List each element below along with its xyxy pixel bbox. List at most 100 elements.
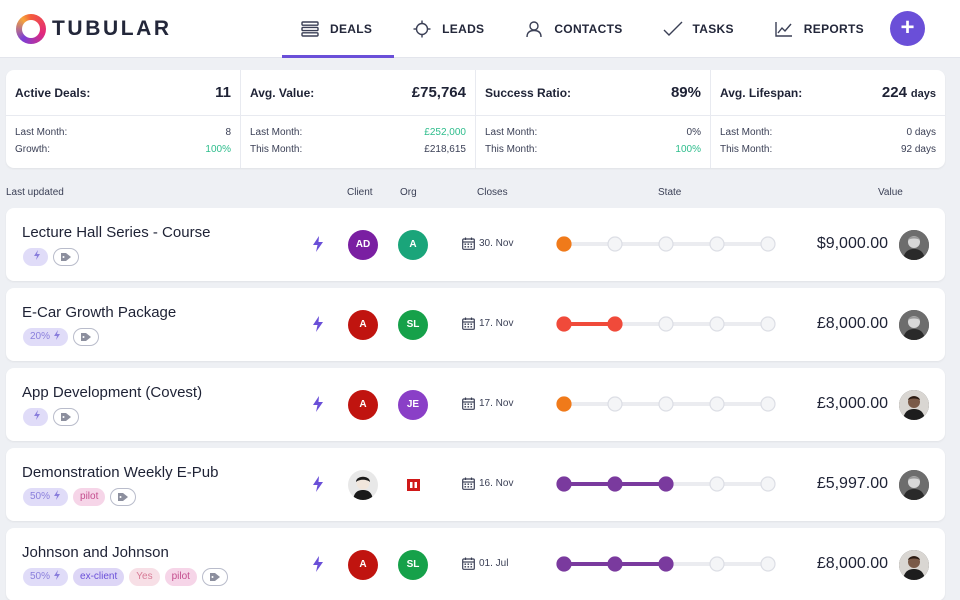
add-tag-icon[interactable]	[53, 408, 79, 426]
owner-avatar[interactable]	[899, 550, 929, 580]
state-step-pending[interactable]	[760, 476, 776, 492]
stat-label: Avg. Value:	[250, 85, 315, 100]
col-client[interactable]: Client	[347, 187, 373, 198]
tag-text: 20%	[30, 331, 51, 342]
state-step-pending[interactable]	[709, 396, 725, 412]
state-step-done[interactable]	[556, 476, 572, 492]
add-deal-button[interactable]: +	[890, 11, 925, 46]
tag-prob[interactable]	[23, 408, 48, 426]
state-step-done[interactable]	[607, 476, 623, 492]
client-avatar[interactable]	[348, 470, 378, 500]
tag-yes[interactable]: Yes	[129, 568, 160, 586]
deal-row[interactable]: App Development (Covest) A JE 17. Nov £3,000…	[6, 368, 945, 441]
activity-bolt-icon[interactable]	[312, 236, 324, 252]
org-avatar[interactable]: SL	[398, 310, 428, 340]
tag-pilot[interactable]: pilot	[73, 488, 106, 506]
nav-deals[interactable]: DEALS	[282, 0, 395, 58]
client-avatar[interactable]: A	[348, 550, 378, 580]
deal-title[interactable]: Johnson and Johnson	[22, 544, 169, 561]
state-step-pending[interactable]	[760, 556, 776, 572]
calendar-icon	[462, 237, 475, 250]
tag-pilot[interactable]: pilot	[164, 568, 197, 586]
owner-avatar[interactable]	[899, 470, 929, 500]
add-tag-icon[interactable]	[110, 488, 137, 506]
state-step-done[interactable]	[658, 476, 674, 492]
owner-avatar[interactable]	[899, 230, 929, 260]
state-step-done[interactable]	[556, 236, 572, 252]
state-step-done[interactable]	[607, 316, 623, 332]
state-step-pending[interactable]	[760, 236, 776, 252]
state-step-done[interactable]	[556, 316, 572, 332]
col-state[interactable]: State	[658, 187, 682, 198]
deal-row[interactable]: Johnson and Johnson 50% ex-client Yes pilot A…	[6, 528, 945, 600]
nav-leads[interactable]: LEADS	[394, 0, 506, 58]
state-step-pending[interactable]	[658, 236, 674, 252]
activity-bolt-icon[interactable]	[312, 396, 324, 412]
tag-prob[interactable]: 50%	[23, 568, 69, 586]
state-step-done[interactable]	[607, 556, 623, 572]
state-step-pending[interactable]	[760, 316, 776, 332]
state-step-pending[interactable]	[658, 316, 674, 332]
state-step-pending[interactable]	[709, 316, 725, 332]
client-avatar[interactable]: A	[348, 310, 378, 340]
col-value[interactable]: Value	[878, 187, 903, 198]
deal-title[interactable]: E-Car Growth Package	[22, 304, 177, 321]
activity-bolt-icon[interactable]	[312, 476, 324, 492]
client-avatar[interactable]: AD	[348, 230, 378, 260]
org-avatar[interactable]: JE	[398, 390, 428, 420]
state-step-done[interactable]	[556, 396, 572, 412]
stat-detail-value: 100%	[675, 144, 701, 155]
org-avatar[interactable]: A	[398, 230, 428, 260]
calendar-icon	[462, 317, 475, 330]
state-step-pending[interactable]	[607, 236, 623, 252]
nav-reports[interactable]: REPORTS	[756, 0, 886, 58]
nav-contacts-label: CONTACTS	[554, 22, 623, 36]
owner-avatar[interactable]	[899, 310, 929, 340]
stat-details: Last Month: £252,000 This Month: £218,615	[241, 116, 475, 158]
state-step-done[interactable]	[556, 556, 572, 572]
activity-bolt-icon[interactable]	[312, 556, 324, 572]
add-tag-icon[interactable]	[201, 568, 228, 586]
col-closes[interactable]: Closes	[477, 187, 508, 198]
client-avatar[interactable]: A	[348, 390, 378, 420]
nav-tasks[interactable]: TASKS	[645, 0, 756, 58]
tag-prob[interactable]	[23, 248, 48, 266]
add-tag-icon[interactable]	[53, 248, 79, 266]
close-date[interactable]: 17. Nov	[462, 397, 513, 410]
nav-reports-label: REPORTS	[803, 22, 864, 36]
app-logo[interactable]: TUBULAR	[16, 12, 172, 46]
stat-detail-label: Last Month:	[720, 127, 773, 138]
tag-prob[interactable]: 50%	[23, 488, 69, 506]
org-avatar[interactable]	[398, 470, 428, 500]
col-org[interactable]: Org	[400, 187, 417, 198]
stat-value-unit: days	[910, 88, 936, 100]
state-step-pending[interactable]	[709, 476, 725, 492]
state-step-pending[interactable]	[658, 396, 674, 412]
deal-row[interactable]: E-Car Growth Package 20% A SL 17. Nov £8,000.…	[6, 288, 945, 361]
activity-bolt-icon[interactable]	[312, 316, 324, 332]
state-step-pending[interactable]	[709, 236, 725, 252]
bolt-mini-icon	[53, 568, 61, 586]
deal-title[interactable]: Lecture Hall Series - Course	[22, 224, 211, 241]
deal-row[interactable]: Demonstration Weekly E-Pub 50% pilot 16. No…	[6, 448, 945, 521]
col-last-updated[interactable]: Last updated	[6, 187, 64, 198]
state-step-pending[interactable]	[607, 396, 623, 412]
close-date[interactable]: 01. Jul	[462, 557, 508, 570]
deal-title[interactable]: App Development (Covest)	[22, 384, 203, 401]
deal-title[interactable]: Demonstration Weekly E-Pub	[22, 464, 219, 481]
close-date[interactable]: 16. Nov	[462, 477, 513, 490]
tag-prob[interactable]: 20%	[23, 328, 69, 346]
org-avatar[interactable]: SL	[398, 550, 428, 580]
state-step-pending[interactable]	[760, 396, 776, 412]
close-date[interactable]: 17. Nov	[462, 317, 513, 330]
close-date[interactable]: 30. Nov	[462, 237, 513, 250]
owner-avatar[interactable]	[899, 390, 929, 420]
state-step-done[interactable]	[658, 556, 674, 572]
tag-text: 50%	[30, 491, 51, 502]
tag-exclient[interactable]: ex-client	[73, 568, 125, 586]
add-tag-icon[interactable]	[73, 328, 100, 346]
deal-row[interactable]: Lecture Hall Series - Course AD A 30. Nov $9…	[6, 208, 945, 281]
stat-value-number: 224	[881, 84, 907, 101]
state-step-pending[interactable]	[709, 556, 725, 572]
nav-contacts[interactable]: CONTACTS	[506, 0, 644, 58]
